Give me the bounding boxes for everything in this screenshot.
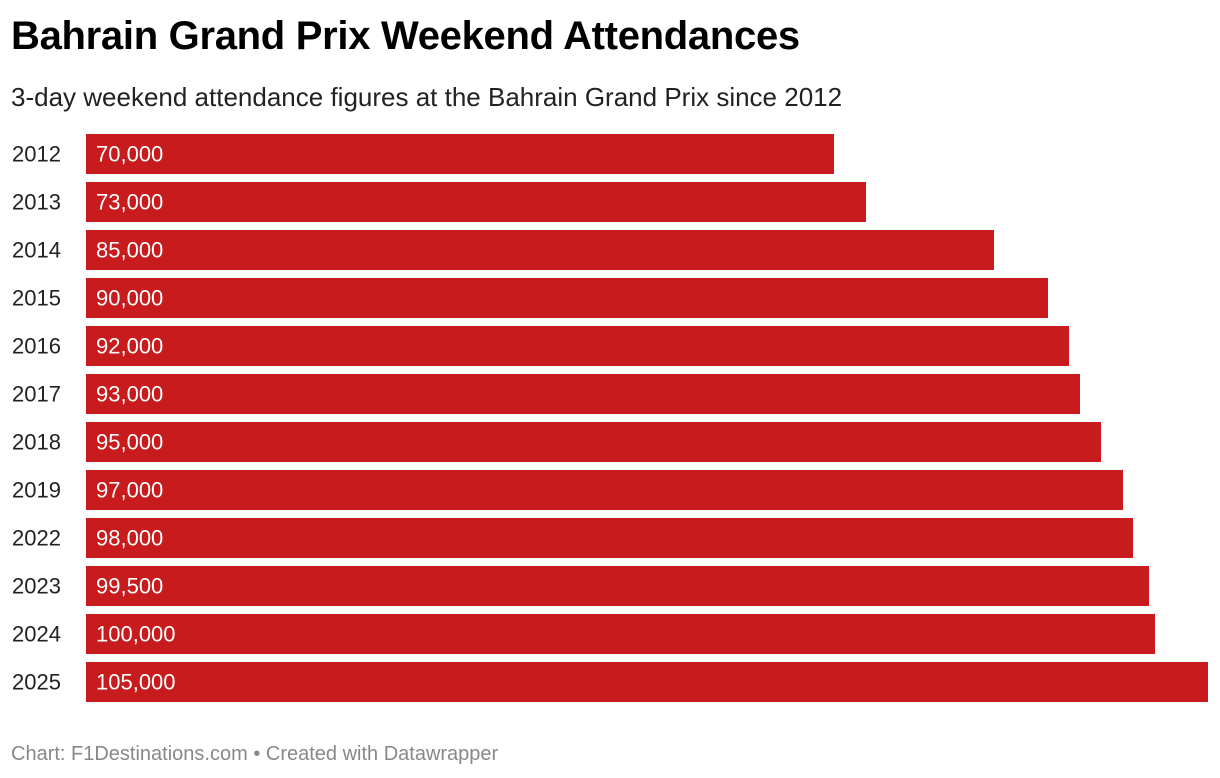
category-label-2012: 2012 <box>12 142 61 167</box>
chart-title: Bahrain Grand Prix Weekend Attendances <box>11 14 800 58</box>
value-label-2016: 92,000 <box>96 334 163 359</box>
bar-2015 <box>86 278 1048 318</box>
category-label-2014: 2014 <box>12 238 61 263</box>
value-label-2022: 98,000 <box>96 526 163 551</box>
category-label-2019: 2019 <box>12 478 61 503</box>
value-label-2023: 99,500 <box>96 574 163 599</box>
bar-2012 <box>86 134 834 174</box>
category-label-2015: 2015 <box>12 286 61 311</box>
category-label-2017: 2017 <box>12 382 61 407</box>
bar-2019 <box>86 470 1123 510</box>
value-label-2024: 100,000 <box>96 622 176 647</box>
bar-2025 <box>86 662 1208 702</box>
value-label-2018: 95,000 <box>96 430 163 455</box>
bar-2018 <box>86 422 1101 462</box>
value-label-2013: 73,000 <box>96 190 163 215</box>
value-label-2012: 70,000 <box>96 142 163 167</box>
bar-2023 <box>86 566 1149 606</box>
value-label-2019: 97,000 <box>96 478 163 503</box>
bar-2016 <box>86 326 1069 366</box>
bar-2013 <box>86 182 866 222</box>
chart-subtitle: 3-day weekend attendance figures at the … <box>11 82 843 112</box>
value-label-2025: 105,000 <box>96 670 176 695</box>
value-label-2014: 85,000 <box>96 238 163 263</box>
bar-2024 <box>86 614 1155 654</box>
category-label-2023: 2023 <box>12 574 61 599</box>
bar-2014 <box>86 230 994 270</box>
category-label-2013: 2013 <box>12 190 61 215</box>
bar-2017 <box>86 374 1080 414</box>
category-label-2018: 2018 <box>12 430 61 455</box>
value-label-2017: 93,000 <box>96 382 163 407</box>
value-label-2015: 90,000 <box>96 286 163 311</box>
chart-source-footer: Chart: F1Destinations.com • Created with… <box>11 743 499 765</box>
category-label-2024: 2024 <box>12 622 61 647</box>
category-label-2022: 2022 <box>12 526 61 551</box>
category-label-2016: 2016 <box>12 334 61 359</box>
category-label-2025: 2025 <box>12 670 61 695</box>
bar-2022 <box>86 518 1133 558</box>
